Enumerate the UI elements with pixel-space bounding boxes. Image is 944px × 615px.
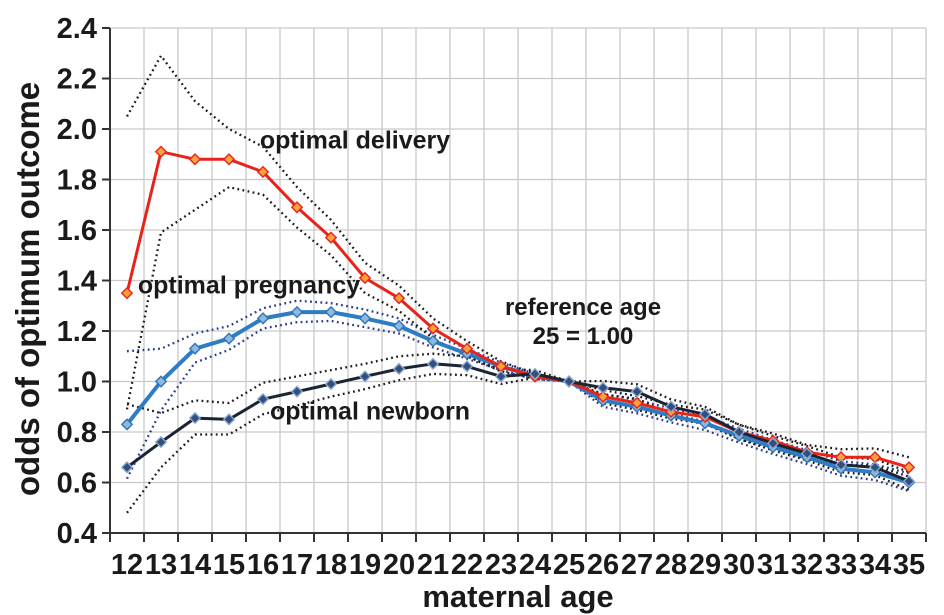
marker-optimal-newborn-age-33	[834, 458, 848, 472]
x-tick-label: 13	[145, 549, 177, 581]
x-tick-label: 23	[485, 549, 517, 581]
x-tick-label: 28	[655, 549, 687, 581]
marker-optimal-delivery-age-12	[120, 286, 134, 300]
x-tick-label: 17	[281, 549, 313, 581]
x-tick-label: 18	[315, 549, 347, 581]
y-tick-label: 1.2	[57, 316, 97, 348]
marker-optimal-delivery-age-21	[426, 322, 440, 335]
y-tick-label: 1.8	[57, 165, 97, 197]
marker-optimal-pregnancy-age-14	[188, 342, 202, 355]
marker-optimal-delivery-age-20	[392, 291, 406, 305]
marker-optimal-newborn-age-29	[698, 408, 712, 421]
marker-optimal-newborn-age-16	[256, 392, 270, 406]
ci-lower-optimal-newborn	[126, 372, 910, 514]
marker-optimal-pregnancy-age-20	[392, 319, 406, 333]
marker-optimal-pregnancy-age-16	[256, 312, 270, 325]
marker-optimal-newborn-age-30	[732, 425, 746, 439]
marker-optimal-newborn-age-21	[426, 357, 440, 371]
y-tick-label: 0.6	[57, 468, 97, 500]
series-optimal-newborn	[120, 357, 916, 488]
marker-optimal-pregnancy-age-15	[222, 332, 236, 345]
tick-labels: 2.42.22.01.81.61.41.21.00.80.60.412 13 14 1…	[57, 13, 925, 581]
x-tick-label: 25	[553, 549, 585, 581]
marker-optimal-newborn-age-35	[902, 475, 916, 488]
x-tick-label: 32	[791, 549, 823, 581]
y-tick-label: 1.0	[57, 367, 97, 399]
marker-optimal-delivery-age-22	[460, 342, 474, 355]
marker-optimal-newborn-age-18	[324, 377, 338, 391]
marker-optimal-newborn-age-32	[800, 447, 814, 460]
series-line-optimal-newborn	[126, 362, 910, 483]
x-tick-label: 27	[621, 549, 653, 581]
x-tick-label: 20	[383, 549, 415, 581]
marker-optimal-delivery-age-19	[358, 271, 372, 285]
marker-optimal-newborn-age-19	[358, 370, 372, 383]
x-tick-label: 19	[349, 549, 381, 581]
marker-optimal-delivery-age-13	[154, 145, 168, 158]
x-tick-label: 31	[757, 549, 789, 581]
y-tick-label: 2.4	[57, 13, 97, 45]
marker-optimal-newborn-age-34	[868, 461, 882, 474]
series-line-optimal-delivery	[125, 150, 910, 469]
marker-optimal-newborn-age-25	[562, 375, 576, 388]
marker-optimal-newborn-age-26	[596, 381, 610, 395]
x-tick-label: 12	[111, 549, 143, 581]
marker-optimal-delivery-age-35	[902, 461, 916, 474]
x-tick-label: 26	[587, 549, 619, 581]
ci-upper-optimal-pregnancy	[126, 299, 910, 475]
marker-optimal-delivery-age-26	[596, 390, 610, 403]
x-tick-label: 34	[859, 549, 891, 581]
marker-optimal-newborn-age-28	[664, 400, 678, 413]
y-tick-label: 1.6	[57, 215, 97, 247]
y-tick-label: 2.2	[57, 64, 97, 96]
x-tick-label: 21	[417, 549, 449, 581]
marker-optimal-pregnancy-age-18	[324, 305, 338, 319]
marker-optimal-newborn-age-12	[120, 461, 134, 474]
x-tick-label: 16	[247, 549, 279, 581]
x-tick-label: 35	[893, 549, 925, 581]
x-tick-label: 33	[825, 549, 857, 581]
y-tick-label: 1.4	[57, 266, 97, 298]
x-tick-label: 15	[213, 549, 245, 581]
marker-optimal-newborn-age-13	[154, 435, 168, 449]
marker-optimal-newborn-age-20	[392, 362, 406, 376]
marker-optimal-delivery-age-18	[324, 231, 338, 244]
x-tick-label: 29	[689, 549, 721, 581]
marker-optimal-pregnancy-age-17	[290, 305, 304, 319]
marker-optimal-newborn-age-27	[630, 385, 644, 398]
marker-optimal-newborn-age-31	[766, 437, 780, 450]
marker-optimal-newborn-age-17	[290, 385, 304, 398]
x-tick-label: 14	[179, 549, 211, 581]
axes	[102, 27, 927, 542]
marker-optimal-pregnancy-age-19	[358, 312, 372, 325]
marker-optimal-newborn-age-22	[460, 360, 474, 373]
gridlines	[109, 27, 927, 534]
marker-optimal-delivery-age-16	[256, 165, 270, 179]
marker-optimal-pregnancy-age-12	[120, 418, 134, 431]
marker-optimal-newborn-age-23	[494, 370, 508, 383]
y-tick-label: 0.4	[57, 518, 97, 550]
marker-optimal-delivery-age-27	[630, 396, 644, 410]
marker-optimal-delivery-age-17	[290, 201, 304, 214]
marker-optimal-newborn-age-15	[222, 413, 236, 426]
marker-optimal-delivery-age-15	[222, 153, 236, 166]
marker-optimal-pregnancy-age-21	[426, 334, 440, 348]
x-tick-label: 30	[723, 549, 755, 581]
marker-optimal-pregnancy-age-13	[154, 375, 168, 388]
marker-optimal-newborn-age-14	[188, 411, 202, 425]
marker-optimal-newborn-age-24	[528, 367, 542, 381]
marker-optimal-delivery-age-14	[188, 153, 202, 166]
x-tick-label: 22	[451, 549, 483, 581]
y-tick-label: 2.0	[57, 114, 97, 146]
x-tick-label: 24	[519, 549, 551, 581]
marker-optimal-pregnancy-age-29	[698, 416, 712, 430]
y-tick-label: 0.8	[57, 417, 97, 449]
